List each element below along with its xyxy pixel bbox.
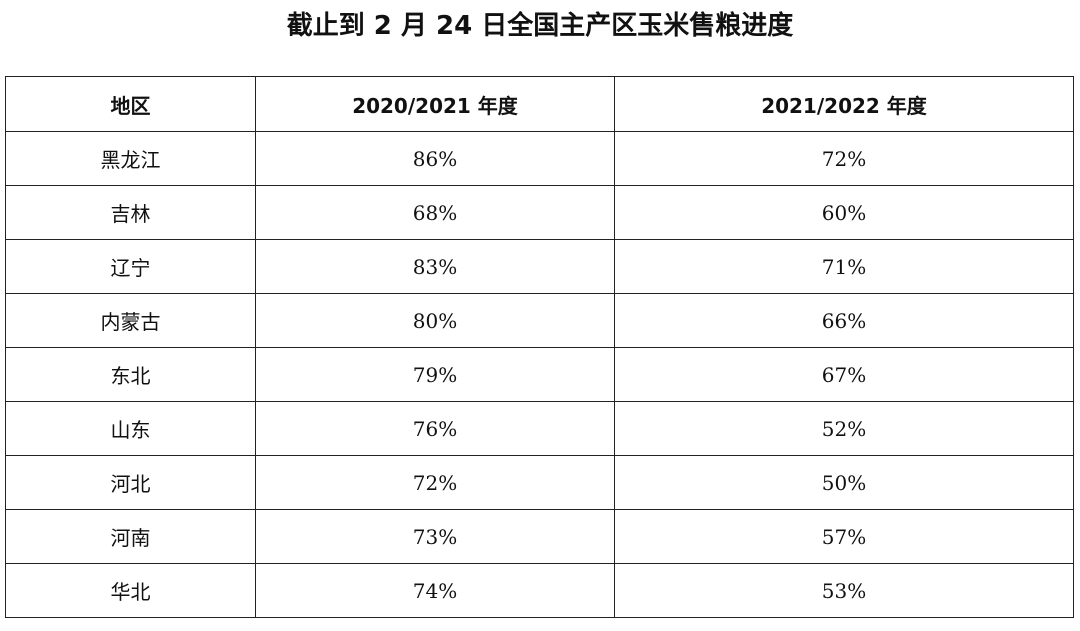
cell-2021-2022: 72% xyxy=(614,131,1074,186)
header-2021-2022: 2021/2022 年度 xyxy=(614,76,1074,132)
header-2020-2021: 2020/2021 年度 xyxy=(255,76,615,132)
cell-region: 山东 xyxy=(5,401,256,456)
cell-2021-2022: 50% xyxy=(614,455,1074,510)
table-row: 华北 74% 53% xyxy=(5,563,1074,618)
cell-region: 东北 xyxy=(5,347,256,402)
header-region: 地区 xyxy=(5,76,256,132)
table-row: 山东 76% 52% xyxy=(5,401,1074,456)
sales-progress-table: 地区 2020/2021 年度 2021/2022 年度 黑龙江 86% 72% 吉林… xyxy=(5,76,1074,618)
cell-2021-2022: 66% xyxy=(614,293,1074,348)
cell-2020-2021: 79% xyxy=(255,347,615,402)
cell-2020-2021: 86% xyxy=(255,131,615,186)
cell-2020-2021: 68% xyxy=(255,185,615,240)
cell-2020-2021: 72% xyxy=(255,455,615,510)
table-row: 河南 73% 57% xyxy=(5,509,1074,564)
cell-region: 吉林 xyxy=(5,185,256,240)
cell-2021-2022: 60% xyxy=(614,185,1074,240)
table-row: 吉林 68% 60% xyxy=(5,185,1074,240)
page-title: 截止到 2 月 24 日全国主产区玉米售粮进度 xyxy=(286,11,794,41)
cell-2020-2021: 73% xyxy=(255,509,615,564)
cell-2020-2021: 74% xyxy=(255,563,615,618)
cell-region: 黑龙江 xyxy=(5,131,256,186)
cell-2021-2022: 53% xyxy=(614,563,1074,618)
cell-2021-2022: 67% xyxy=(614,347,1074,402)
cell-2020-2021: 83% xyxy=(255,239,615,294)
cell-region: 内蒙古 xyxy=(5,293,256,348)
cell-2020-2021: 80% xyxy=(255,293,615,348)
cell-region: 华北 xyxy=(5,563,256,618)
cell-2021-2022: 52% xyxy=(614,401,1074,456)
cell-2020-2021: 76% xyxy=(255,401,615,456)
cell-2021-2022: 57% xyxy=(614,509,1074,564)
table-row: 东北 79% 67% xyxy=(5,347,1074,402)
table-row: 黑龙江 86% 72% xyxy=(5,131,1074,186)
table-row: 内蒙古 80% 66% xyxy=(5,293,1074,348)
cell-region: 河南 xyxy=(5,509,256,564)
cell-2021-2022: 71% xyxy=(614,239,1074,294)
cell-region: 辽宁 xyxy=(5,239,256,294)
table-row: 辽宁 83% 71% xyxy=(5,239,1074,294)
table-row: 河北 72% 50% xyxy=(5,455,1074,510)
cell-region: 河北 xyxy=(5,455,256,510)
table-header-row: 地区 2020/2021 年度 2021/2022 年度 xyxy=(5,76,1074,132)
